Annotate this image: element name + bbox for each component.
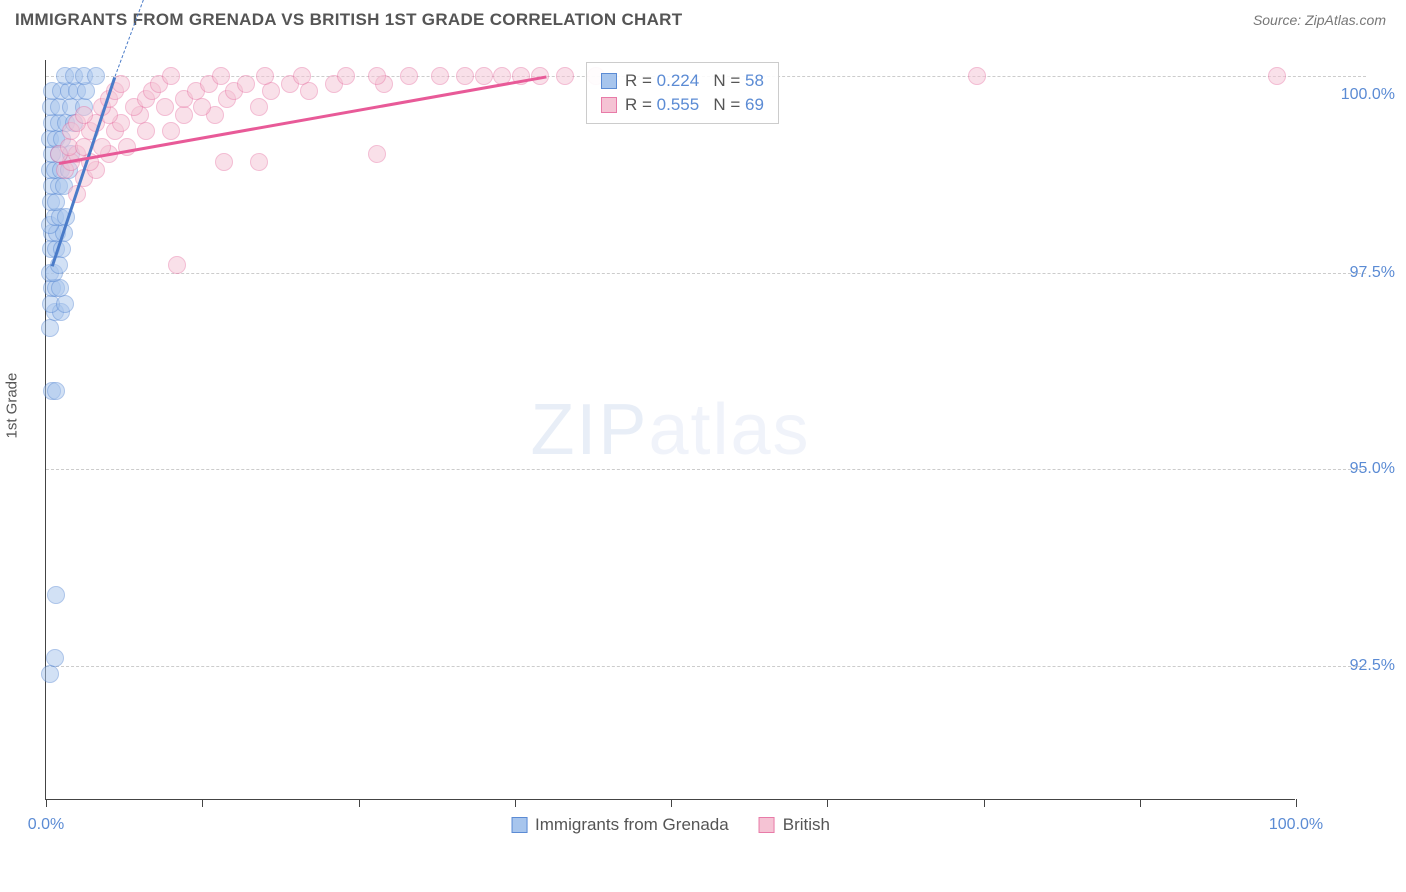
gridline-h xyxy=(46,666,1366,667)
scatter-point xyxy=(968,67,986,85)
scatter-point xyxy=(162,67,180,85)
scatter-point xyxy=(556,67,574,85)
scatter-point xyxy=(337,67,355,85)
scatter-point xyxy=(431,67,449,85)
scatter-point xyxy=(475,67,493,85)
scatter-point xyxy=(75,106,93,124)
x-tick xyxy=(515,799,516,807)
scatter-point xyxy=(137,122,155,140)
scatter-point xyxy=(250,153,268,171)
gridline-h xyxy=(46,469,1366,470)
source-attribution: Source: ZipAtlas.com xyxy=(1253,12,1386,28)
stats-legend-row: R = 0.224 N = 58 xyxy=(601,69,764,93)
x-tick-label: 100.0% xyxy=(1269,816,1323,834)
gridline-h xyxy=(46,273,1366,274)
stats-legend-row: R = 0.555 N = 69 xyxy=(601,93,764,117)
x-tick-label: 0.0% xyxy=(28,816,64,834)
scatter-point xyxy=(215,153,233,171)
scatter-point xyxy=(1268,67,1286,85)
scatter-point xyxy=(46,649,64,667)
scatter-point xyxy=(168,256,186,274)
scatter-point xyxy=(456,67,474,85)
chart-title: IMMIGRANTS FROM GRENADA VS BRITISH 1ST G… xyxy=(15,10,682,30)
scatter-point xyxy=(47,382,65,400)
scatter-point xyxy=(262,82,280,100)
scatter-point xyxy=(56,295,74,313)
scatter-point xyxy=(47,193,65,211)
series-legend: Immigrants from Grenada British xyxy=(511,815,830,835)
scatter-point xyxy=(256,67,274,85)
legend-item: Immigrants from Grenada xyxy=(511,815,729,835)
scatter-point xyxy=(156,98,174,116)
y-tick-label: 95.0% xyxy=(1305,460,1395,478)
scatter-point xyxy=(41,665,59,683)
y-axis-label: 1st Grade xyxy=(4,373,21,439)
scatter-point xyxy=(47,586,65,604)
scatter-point xyxy=(293,67,311,85)
y-tick-label: 92.5% xyxy=(1305,657,1395,675)
x-tick xyxy=(984,799,985,807)
x-tick xyxy=(359,799,360,807)
scatter-point xyxy=(237,75,255,93)
x-tick xyxy=(46,799,47,807)
x-tick xyxy=(202,799,203,807)
scatter-point xyxy=(175,106,193,124)
scatter-point xyxy=(368,145,386,163)
scatter-point xyxy=(77,82,95,100)
scatter-point xyxy=(51,279,69,297)
scatter-chart: ZIPatlas 92.5%95.0%97.5%100.0%0.0%100.0%… xyxy=(45,60,1295,800)
scatter-point xyxy=(212,67,230,85)
legend-item: British xyxy=(759,815,830,835)
watermark: ZIPatlas xyxy=(530,389,810,471)
y-tick-label: 100.0% xyxy=(1305,86,1395,104)
scatter-point xyxy=(87,67,105,85)
scatter-point xyxy=(162,122,180,140)
scatter-point xyxy=(41,319,59,337)
scatter-point xyxy=(250,98,268,116)
x-tick xyxy=(1296,799,1297,807)
x-tick xyxy=(827,799,828,807)
x-tick xyxy=(1140,799,1141,807)
scatter-point xyxy=(400,67,418,85)
scatter-point xyxy=(368,67,386,85)
stats-legend: R = 0.224 N = 58R = 0.555 N = 69 xyxy=(586,62,779,124)
y-tick-label: 97.5% xyxy=(1305,264,1395,282)
scatter-point xyxy=(193,98,211,116)
scatter-point xyxy=(300,82,318,100)
x-tick xyxy=(671,799,672,807)
